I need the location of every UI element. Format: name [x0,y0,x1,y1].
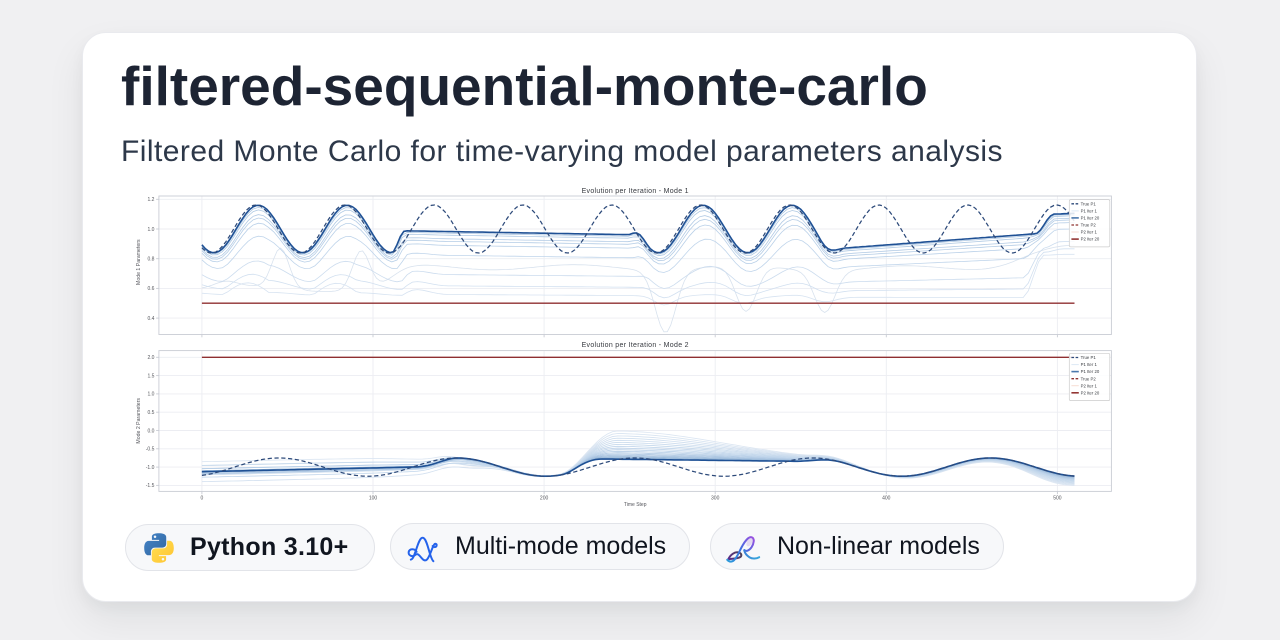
svg-text:Time Step: Time Step [624,502,647,508]
svg-text:P1 Iter 1: P1 Iter 1 [1081,209,1098,214]
svg-text:200: 200 [540,496,549,502]
svg-text:True P1: True P1 [1081,201,1097,206]
svg-text:P2 Iter 20: P2 Iter 20 [1081,237,1100,242]
svg-text:400: 400 [882,496,891,502]
svg-text:Mode 2 Parameters: Mode 2 Parameters [136,398,142,444]
svg-text:1.5: 1.5 [147,373,154,379]
svg-text:Mode 1 Parameters: Mode 1 Parameters [136,239,142,285]
svg-text:True P1: True P1 [1081,355,1097,360]
svg-text:-1.5: -1.5 [146,483,155,489]
svg-text:0.5: 0.5 [147,410,154,416]
svg-text:0.8: 0.8 [147,257,154,263]
svg-text:P1 Iter 1: P1 Iter 1 [1081,362,1098,367]
svg-text:100: 100 [369,496,378,502]
svg-text:0.6: 0.6 [147,286,154,292]
svg-text:0.0: 0.0 [147,428,154,434]
svg-text:Evolution per Iteration - Mode: Evolution per Iteration - Mode 2 [582,342,689,349]
svg-text:0.4: 0.4 [147,316,154,322]
svg-text:2.0: 2.0 [147,355,154,361]
svg-text:500: 500 [1053,496,1062,502]
svg-text:300: 300 [711,496,720,502]
svg-text:P1 Iter 20: P1 Iter 20 [1081,216,1100,221]
svg-text:-0.5: -0.5 [146,447,155,453]
svg-text:P2 Iter 1: P2 Iter 1 [1081,383,1098,388]
svg-text:P2 Iter 20: P2 Iter 20 [1081,390,1100,395]
svg-text:True P2: True P2 [1081,223,1097,228]
svg-text:Evolution per Iteration - Mode: Evolution per Iteration - Mode 1 [582,188,689,195]
svg-text:-1.0: -1.0 [146,465,155,471]
svg-text:True P2: True P2 [1081,376,1097,381]
svg-text:1.0: 1.0 [147,392,154,398]
svg-text:1.0: 1.0 [147,227,154,233]
svg-text:0: 0 [201,496,204,502]
svg-text:P2 Iter 1: P2 Iter 1 [1081,230,1098,235]
svg-text:1.2: 1.2 [147,197,154,203]
svg-text:P1 Iter 20: P1 Iter 20 [1081,369,1100,374]
